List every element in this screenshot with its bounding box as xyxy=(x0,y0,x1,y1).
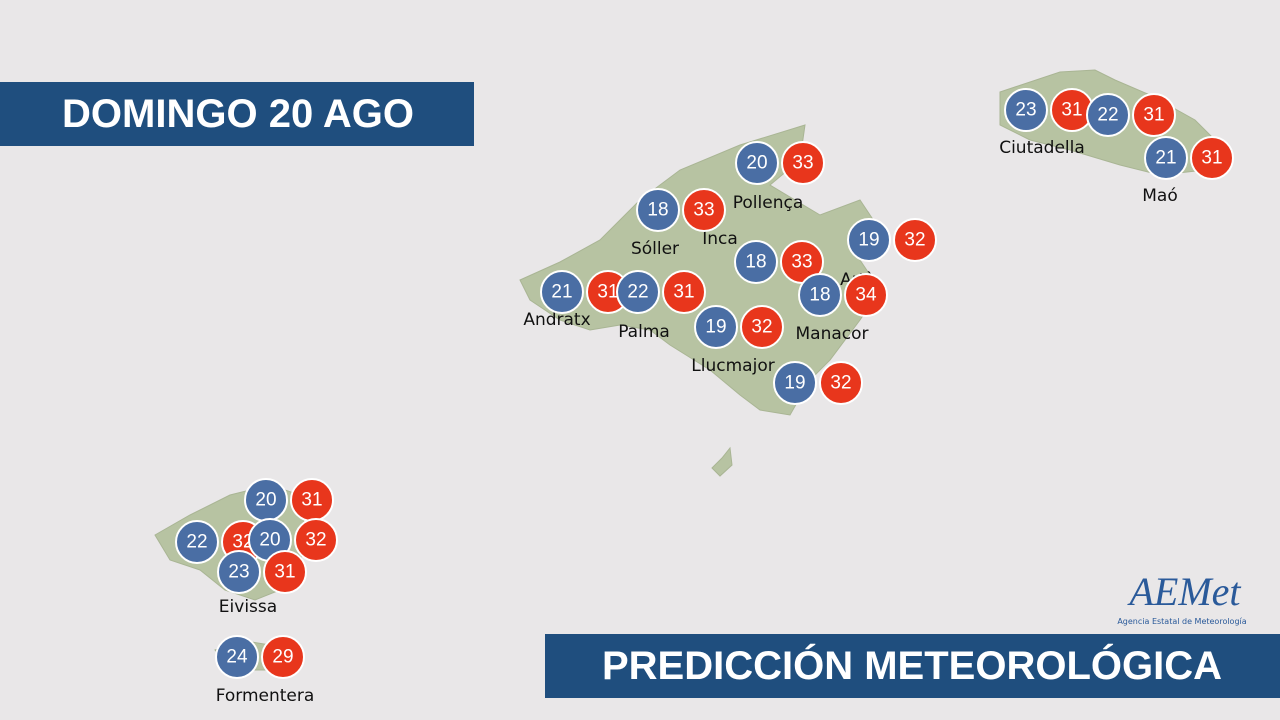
min-temp: 23 xyxy=(228,562,249,583)
max-temp: 32 xyxy=(830,373,851,394)
place-label: Formentera xyxy=(216,686,315,706)
min-temp: 22 xyxy=(186,532,207,553)
station: 18 33 xyxy=(734,240,824,284)
min-circle xyxy=(636,188,680,232)
place-label: Pollença xyxy=(733,193,804,213)
max-temp: 33 xyxy=(693,200,714,221)
min-temp: 19 xyxy=(858,230,879,251)
islands xyxy=(154,69,1226,671)
max-temp: 29 xyxy=(272,647,293,668)
min-circle xyxy=(215,635,259,679)
max-temp: 33 xyxy=(792,153,813,174)
min-circle xyxy=(540,270,584,314)
station: 20 33 xyxy=(735,141,825,185)
header-bar xyxy=(0,82,474,146)
min-circle xyxy=(773,361,817,405)
min-temp: 20 xyxy=(746,153,767,174)
station: 19 32 xyxy=(847,218,937,262)
max-temp: 33 xyxy=(791,252,812,273)
min-temp: 22 xyxy=(1097,105,1118,126)
min-temp: 18 xyxy=(745,252,766,273)
min-circle xyxy=(798,273,842,317)
island-cabrera xyxy=(711,446,733,477)
max-temp: 31 xyxy=(1143,105,1164,126)
min-temp: 19 xyxy=(784,373,805,394)
max-circle xyxy=(261,635,305,679)
min-circle xyxy=(847,218,891,262)
place-label: Ciutadella xyxy=(999,138,1085,158)
title: DOMINGO 20 AGO xyxy=(62,92,414,136)
max-circle xyxy=(740,305,784,349)
max-temp: 31 xyxy=(673,282,694,303)
logo-subtitle: Agencia Estatal de Meteorología xyxy=(1117,617,1246,626)
max-circle xyxy=(893,218,937,262)
place-label: Maó xyxy=(1142,186,1178,206)
min-temp: 20 xyxy=(255,490,276,511)
min-temp: 21 xyxy=(551,282,572,303)
min-circle xyxy=(616,270,660,314)
place-label: Sóller xyxy=(631,239,679,259)
place-label: Palma xyxy=(618,322,670,342)
max-circle xyxy=(1190,136,1234,180)
min-temp: 24 xyxy=(226,647,248,668)
footer-bar xyxy=(545,634,1280,698)
max-temp: 31 xyxy=(1061,100,1082,121)
station: 21 31 xyxy=(1144,136,1234,180)
min-circle xyxy=(694,305,738,349)
station: 23 31 xyxy=(217,550,307,594)
min-temp: 18 xyxy=(809,285,830,306)
min-circle xyxy=(734,240,778,284)
min-circle xyxy=(217,550,261,594)
logo: AEMet xyxy=(1126,569,1241,614)
place-label: Manacor xyxy=(795,324,868,344)
station: 21 31 xyxy=(540,270,630,314)
max-temp: 31 xyxy=(274,562,295,583)
min-circle xyxy=(735,141,779,185)
max-temp: 31 xyxy=(301,490,322,511)
station: 23 31 xyxy=(1004,88,1094,132)
place-label: Llucmajor xyxy=(691,356,774,376)
min-temp: 19 xyxy=(705,317,726,338)
place-label: Andratx xyxy=(523,310,590,330)
min-temp: 22 xyxy=(627,282,648,303)
min-circle xyxy=(1144,136,1188,180)
place-label: Inca xyxy=(702,229,738,249)
max-temp: 32 xyxy=(904,230,925,251)
min-temp: 21 xyxy=(1155,148,1176,169)
max-circle xyxy=(294,518,338,562)
max-temp: 34 xyxy=(855,285,877,306)
station: 22 31 xyxy=(1086,93,1176,137)
max-circle xyxy=(1132,93,1176,137)
min-temp: 23 xyxy=(1015,100,1036,121)
min-circle xyxy=(1004,88,1048,132)
max-circle xyxy=(781,141,825,185)
max-temp: 32 xyxy=(751,317,772,338)
place-label: Eivissa xyxy=(219,597,277,617)
station: 22 31 xyxy=(616,270,706,314)
min-circle xyxy=(175,520,219,564)
max-temp: 31 xyxy=(597,282,618,303)
max-temp: 31 xyxy=(1201,148,1222,169)
min-temp: 18 xyxy=(647,200,668,221)
station: 19 32 xyxy=(694,305,784,349)
station: 18 33 xyxy=(636,188,726,232)
min-circle xyxy=(1086,93,1130,137)
station: 24 29 xyxy=(215,635,305,679)
station: 19 32 xyxy=(773,361,863,405)
min-temp: 20 xyxy=(259,530,280,551)
max-temp: 32 xyxy=(305,530,326,551)
max-circle xyxy=(819,361,863,405)
max-circle xyxy=(682,188,726,232)
footer-title: PREDICCIÓN METEOROLÓGICA xyxy=(602,642,1222,688)
max-circle xyxy=(263,550,307,594)
max-circle xyxy=(662,270,706,314)
max-circle xyxy=(844,273,888,317)
station: 18 34 xyxy=(798,273,888,317)
